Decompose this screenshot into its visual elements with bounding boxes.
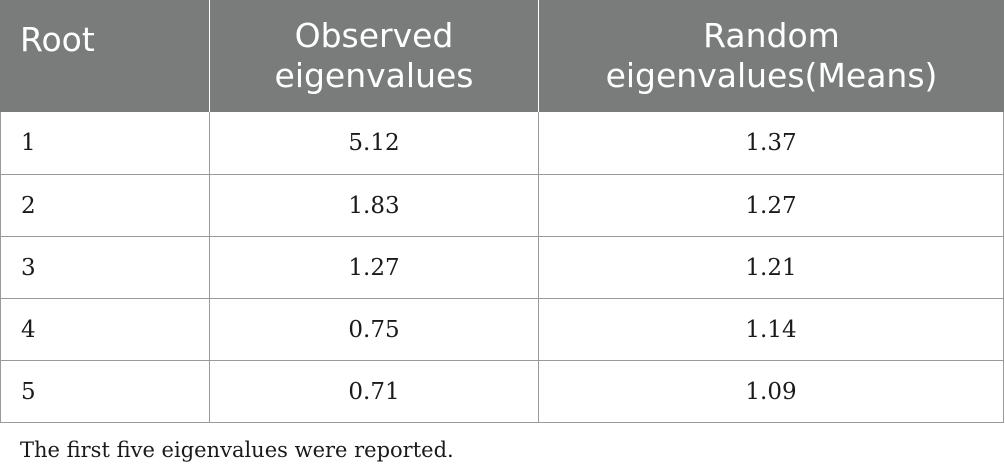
- cell-observed-1: 5.12: [209, 112, 538, 174]
- cell-random-1: 1.37: [538, 112, 1004, 174]
- cell-root-5: 5: [0, 360, 209, 422]
- eigenvalues-table: Root Observed eigenvalues Random eigenva…: [0, 0, 1004, 423]
- table-footnote: The first five eigenvalues were reported…: [20, 438, 454, 462]
- cell-random-3: 1.21: [538, 236, 1004, 298]
- cell-root-3: 3: [0, 236, 209, 298]
- header-observed-eigenvalues: Observed eigenvalues: [209, 0, 538, 112]
- cell-random-2: 1.27: [538, 174, 1004, 236]
- cell-root-4: 4: [0, 298, 209, 360]
- cell-random-4: 1.14: [538, 298, 1004, 360]
- cell-root-2: 2: [0, 174, 209, 236]
- header-observed-eigenvalues-label: Observed eigenvalues: [274, 16, 474, 95]
- header-random-eigenvalues-label: Random eigenvalues(Means): [605, 16, 938, 95]
- cell-observed-4: 0.75: [209, 298, 538, 360]
- cell-observed-3: 1.27: [209, 236, 538, 298]
- cell-root-1: 1: [0, 112, 209, 174]
- cell-observed-2: 1.83: [209, 174, 538, 236]
- header-root: Root: [0, 0, 209, 112]
- cell-observed-5: 0.71: [209, 360, 538, 422]
- header-random-eigenvalues: Random eigenvalues(Means): [538, 0, 1004, 112]
- cell-random-5: 1.09: [538, 360, 1004, 422]
